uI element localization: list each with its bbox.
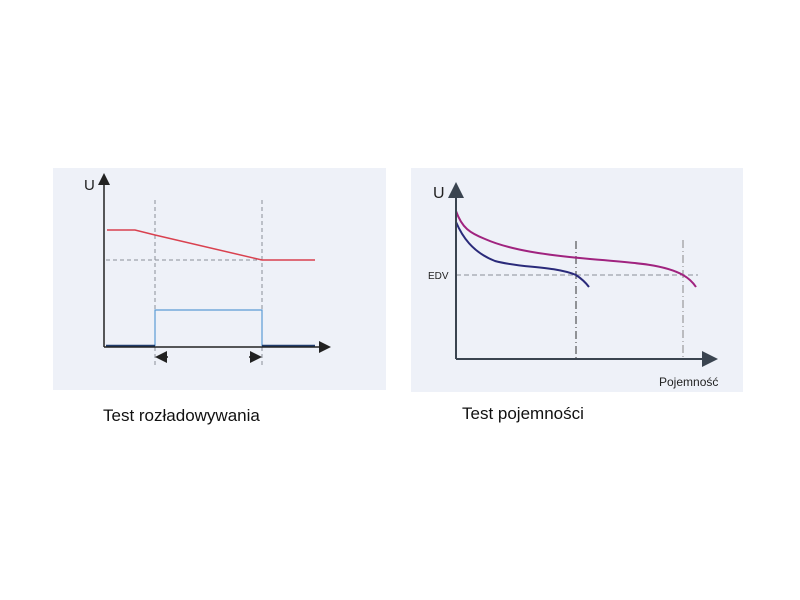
- right-caption: Test pojemności: [462, 404, 584, 423]
- left-current-pulse: [154, 309, 263, 346]
- left-y-axis-label: U: [84, 177, 95, 194]
- right-diagram: U EDV Pojemność: [428, 182, 718, 389]
- left-caption: Test rozładowywania: [103, 406, 260, 425]
- right-curve-low: [455, 221, 590, 288]
- right-diagram-panel: [411, 168, 743, 392]
- left-diagram-panel: [53, 168, 386, 390]
- right-curve-high: [455, 210, 697, 288]
- left-diagram: U: [84, 173, 331, 366]
- right-edv-label: EDV: [428, 271, 449, 282]
- right-x-axis-label: Pojemność: [659, 375, 718, 389]
- right-y-axis-label: U: [433, 185, 445, 202]
- left-voltage-line: [107, 229, 315, 261]
